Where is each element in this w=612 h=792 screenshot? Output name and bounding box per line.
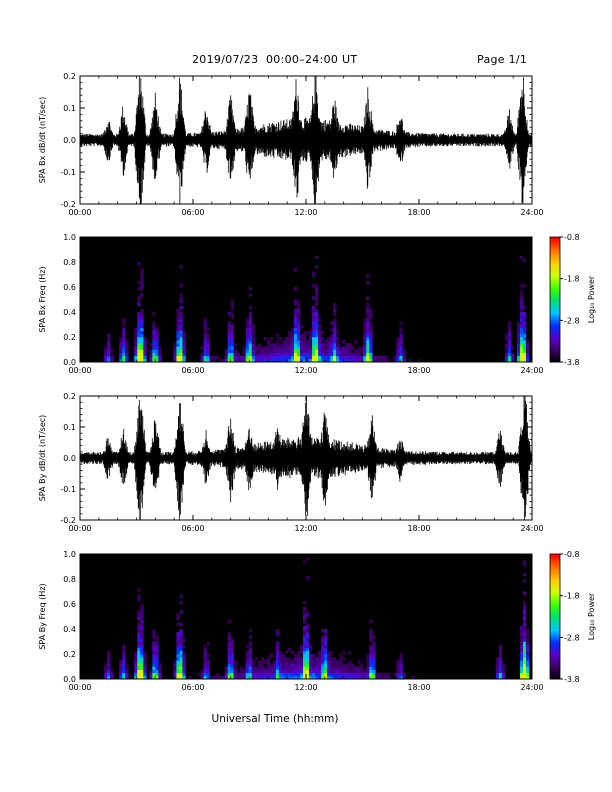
page-number: Page 1/1 bbox=[477, 53, 528, 66]
x-axis-label: Universal Time (hh:mm) bbox=[212, 713, 339, 725]
y-tick-label: 1.0 bbox=[63, 550, 76, 559]
y-tick-label: 0.0 bbox=[63, 454, 76, 463]
y-tick-label: 1.0 bbox=[63, 233, 76, 242]
colorbar-tick-label: -0.8 bbox=[564, 233, 580, 242]
y-tick-label: 0.6 bbox=[63, 283, 76, 292]
y-tick-label: 0.1 bbox=[63, 423, 76, 432]
y-tick-label: -0.1 bbox=[60, 168, 76, 177]
x-tick-label: 06:00 bbox=[181, 524, 204, 533]
y-tick-label: 0.8 bbox=[63, 258, 76, 267]
series-bx-waveform bbox=[79, 76, 533, 204]
y-tick-label: 0.2 bbox=[63, 650, 76, 659]
panel-by-waveform bbox=[79, 395, 533, 521]
y-axis-label: SPA Bx Freq (Hz) bbox=[38, 266, 47, 332]
y-axis-label: SPA By dB/dt (nT/sec) bbox=[38, 415, 47, 502]
x-tick-label: 24:00 bbox=[520, 208, 543, 217]
y-tick-label: 0.0 bbox=[63, 136, 76, 145]
colorbar bbox=[549, 553, 563, 680]
x-tick-label: 18:00 bbox=[407, 524, 430, 533]
x-tick-label: 18:00 bbox=[407, 208, 430, 217]
page-title: 2019/07/23 00:00–24:00 UT bbox=[192, 53, 358, 66]
y-tick-label: 0.6 bbox=[63, 600, 76, 609]
y-tick-label: 0.4 bbox=[63, 308, 76, 317]
x-tick-label: 00:00 bbox=[68, 683, 91, 692]
x-tick-label: 18:00 bbox=[407, 366, 430, 375]
colorbar-tick-label: -3.8 bbox=[564, 358, 580, 367]
x-tick-label: 24:00 bbox=[520, 524, 543, 533]
x-tick-label: 06:00 bbox=[181, 208, 204, 217]
x-tick-label: 00:00 bbox=[68, 366, 91, 375]
x-tick-label: 18:00 bbox=[407, 683, 430, 692]
colorbar bbox=[549, 236, 563, 363]
x-tick-label: 12:00 bbox=[294, 683, 317, 692]
x-tick-label: 24:00 bbox=[520, 366, 543, 375]
y-tick-label: -0.2 bbox=[60, 200, 76, 209]
y-tick-label: 0.2 bbox=[63, 392, 76, 401]
x-tick-label: 12:00 bbox=[294, 524, 317, 533]
x-tick-label: 12:00 bbox=[294, 366, 317, 375]
colorbar-tick-label: -2.8 bbox=[564, 633, 580, 642]
spectrogram-cells-bx-spectrogram bbox=[104, 255, 530, 363]
colorbar-tick-label: -1.8 bbox=[564, 275, 580, 284]
y-tick-label: 0.8 bbox=[63, 575, 76, 584]
y-tick-label: 0.0 bbox=[63, 675, 76, 684]
x-tick-label: 12:00 bbox=[294, 208, 317, 217]
panel-bx-waveform bbox=[79, 75, 533, 205]
y-tick-label: 0.4 bbox=[63, 625, 76, 634]
colorbar-tick-label: -1.8 bbox=[564, 592, 580, 601]
colorbar-tick-label: -2.8 bbox=[564, 316, 580, 325]
panel-bx-spectrogram bbox=[79, 236, 563, 363]
colorbar-label: Log₁₀ Power bbox=[587, 592, 596, 640]
x-tick-label: 24:00 bbox=[520, 683, 543, 692]
x-tick-label: 06:00 bbox=[181, 366, 204, 375]
y-tick-label: -0.2 bbox=[60, 516, 76, 525]
x-tick-label: 06:00 bbox=[181, 683, 204, 692]
x-tick-label: 00:00 bbox=[68, 524, 91, 533]
colorbar-label: Log₁₀ Power bbox=[587, 275, 596, 323]
spectrogram-cells-by-spectrogram bbox=[104, 557, 530, 680]
y-tick-label: 0.0 bbox=[63, 358, 76, 367]
colorbar-tick-label: -0.8 bbox=[564, 550, 580, 559]
y-tick-label: 0.2 bbox=[63, 72, 76, 81]
x-tick-label: 00:00 bbox=[68, 208, 91, 217]
y-tick-label: 0.2 bbox=[63, 333, 76, 342]
y-axis-label: SPA Bx dB/dt (nT/sec) bbox=[38, 97, 47, 184]
colorbar-tick-label: -3.8 bbox=[564, 675, 580, 684]
series-by-waveform bbox=[79, 396, 533, 520]
y-axis-label: SPA By Freq (Hz) bbox=[38, 583, 47, 649]
y-tick-label: -0.1 bbox=[60, 485, 76, 494]
panel-by-spectrogram bbox=[79, 553, 563, 680]
y-tick-label: 0.1 bbox=[63, 104, 76, 113]
